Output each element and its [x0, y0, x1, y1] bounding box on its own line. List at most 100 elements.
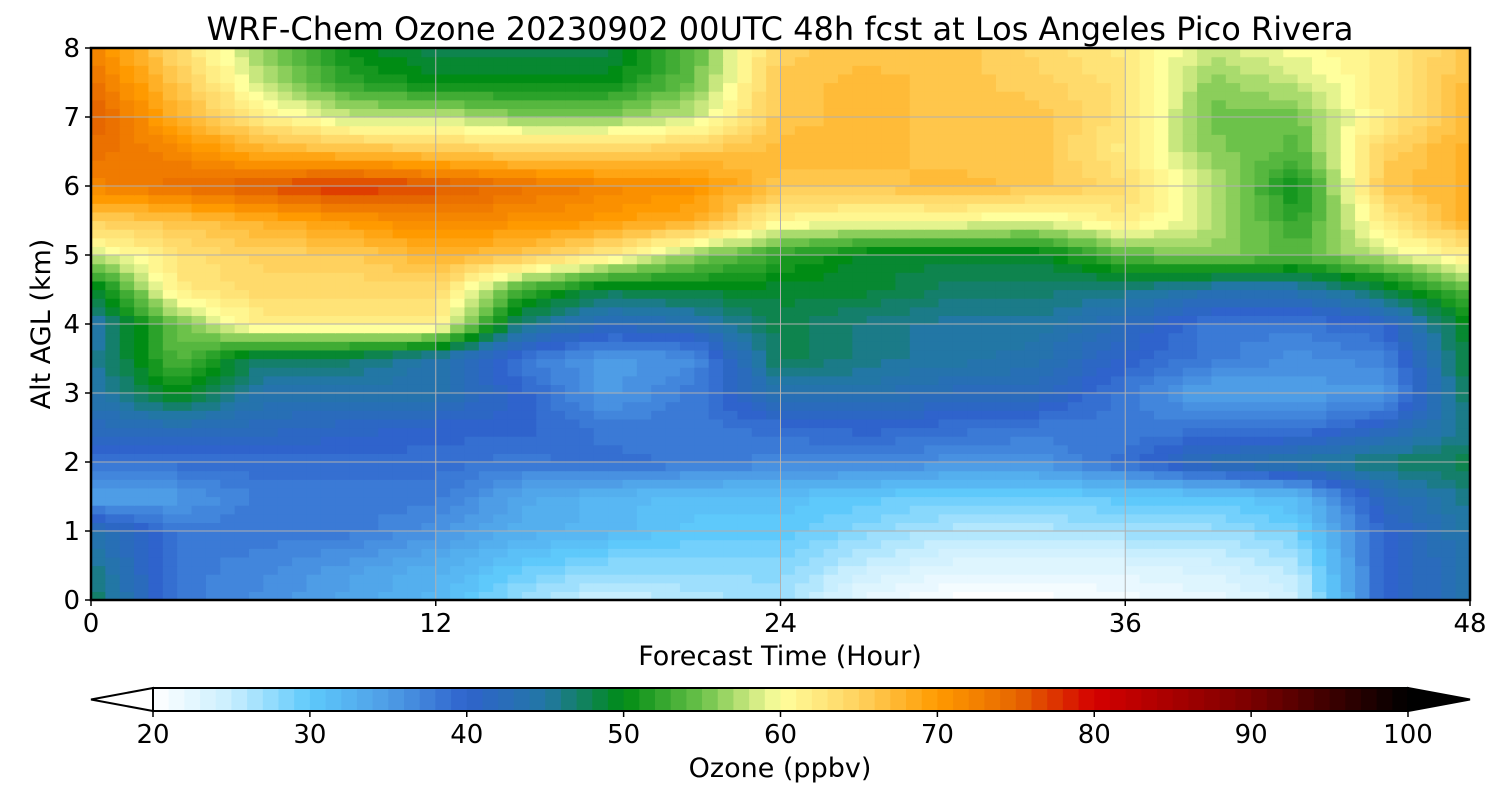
heatmap-cell	[1340, 272, 1356, 282]
heatmap-cell	[1426, 410, 1442, 420]
heatmap-cell	[407, 203, 422, 213]
heatmap-cell	[1225, 453, 1241, 463]
heatmap-cell	[277, 263, 293, 273]
heatmap-cell	[1024, 280, 1040, 291]
heatmap-cell	[292, 479, 308, 489]
heatmap-cell	[1369, 237, 1385, 247]
heatmap-cell	[651, 332, 667, 342]
heatmap-cell	[737, 289, 753, 299]
heatmap-cell	[1340, 255, 1356, 265]
heatmap-cell	[737, 427, 753, 437]
heatmap-cell	[105, 556, 121, 567]
heatmap-cell	[1383, 289, 1399, 299]
heatmap-cell	[1398, 332, 1414, 342]
heatmap-cell	[780, 496, 796, 506]
heatmap-cell	[1197, 574, 1213, 584]
heatmap-cell	[493, 462, 509, 472]
heatmap-cell	[809, 160, 825, 170]
heatmap-cell	[679, 229, 695, 239]
heatmap-cell	[1153, 453, 1169, 463]
heatmap-cell	[1139, 263, 1155, 273]
heatmap-cell	[938, 280, 954, 291]
heatmap-cell	[493, 160, 509, 170]
heatmap-cell	[737, 160, 753, 170]
heatmap-cell	[1340, 462, 1356, 472]
heatmap-cell	[1369, 453, 1385, 463]
heatmap-cell	[622, 332, 638, 342]
heatmap-cell	[450, 160, 466, 170]
heatmap-cell	[593, 453, 609, 463]
heatmap-cell	[1254, 505, 1270, 515]
heatmap-cell	[1153, 582, 1169, 592]
heatmap-cell	[306, 168, 322, 178]
heatmap-cell	[1211, 470, 1227, 480]
heatmap-cell	[249, 375, 264, 385]
heatmap-cell	[636, 582, 652, 592]
heatmap-cell	[1340, 496, 1356, 506]
heatmap-cell	[1125, 349, 1141, 360]
heatmap-cell	[464, 582, 480, 592]
heatmap-cell	[809, 237, 825, 247]
heatmap-cell	[924, 263, 940, 273]
heatmap-cell	[478, 194, 494, 204]
heatmap-cell	[105, 436, 121, 446]
heatmap-cell	[952, 168, 968, 178]
heatmap-cell	[1254, 280, 1270, 291]
heatmap-cell	[349, 341, 365, 351]
heatmap-cell	[234, 401, 250, 411]
heatmap-cell	[507, 246, 523, 256]
heatmap-cell	[1139, 548, 1155, 558]
heatmap-cell	[593, 289, 609, 299]
heatmap-cell	[1010, 574, 1026, 584]
heatmap-cell	[1340, 220, 1356, 230]
heatmap-cell	[1182, 401, 1198, 411]
heatmap-cell	[866, 246, 882, 256]
heatmap-cell	[1139, 255, 1155, 265]
heatmap-cell	[521, 289, 537, 299]
heatmap-cell	[679, 177, 695, 187]
heatmap-cell	[1153, 298, 1169, 308]
heatmap-cell	[794, 315, 810, 325]
heatmap-cell	[636, 211, 652, 222]
heatmap-cell	[723, 358, 738, 368]
heatmap-cell	[967, 280, 983, 291]
heatmap-cell	[536, 237, 552, 247]
heatmap-cell	[1096, 487, 1112, 498]
heatmap-cell	[335, 237, 351, 247]
heatmap-cell	[1412, 496, 1428, 506]
heatmap-cell	[1311, 306, 1327, 316]
heatmap-cell	[1283, 487, 1299, 498]
heatmap-cell	[1240, 393, 1256, 403]
heatmap-cell	[909, 470, 925, 480]
heatmap-cell	[708, 255, 724, 265]
heatmap-cell	[837, 324, 853, 334]
heatmap-cell	[1082, 565, 1098, 575]
heatmap-cell	[1355, 453, 1371, 463]
heatmap-cell	[464, 393, 480, 403]
heatmap-cell	[1168, 306, 1184, 316]
heatmap-cell	[263, 289, 279, 299]
heatmap-cell	[1268, 565, 1284, 575]
heatmap-cell	[306, 367, 322, 377]
heatmap-cell	[91, 574, 106, 584]
heatmap-cell	[809, 186, 825, 196]
heatmap-cell	[263, 168, 279, 178]
heatmap-cell	[205, 513, 221, 523]
heatmap-cell	[622, 436, 638, 446]
heatmap-cell	[1455, 341, 1470, 351]
heatmap-cell	[263, 505, 279, 515]
heatmap-cell	[1441, 358, 1457, 368]
heatmap-cell	[780, 556, 796, 567]
heatmap-cell	[220, 522, 236, 532]
heatmap-cell	[1039, 341, 1055, 351]
heatmap-cell	[952, 349, 968, 360]
heatmap-cell	[852, 298, 868, 308]
heatmap-cell	[1398, 470, 1414, 480]
heatmap-cell	[306, 548, 322, 558]
heatmap-cell	[450, 410, 466, 420]
heatmap-cell	[249, 194, 264, 204]
heatmap-cell	[478, 401, 494, 411]
heatmap-cell	[679, 151, 695, 161]
heatmap-cell	[493, 263, 509, 273]
heatmap-cell	[608, 531, 624, 541]
